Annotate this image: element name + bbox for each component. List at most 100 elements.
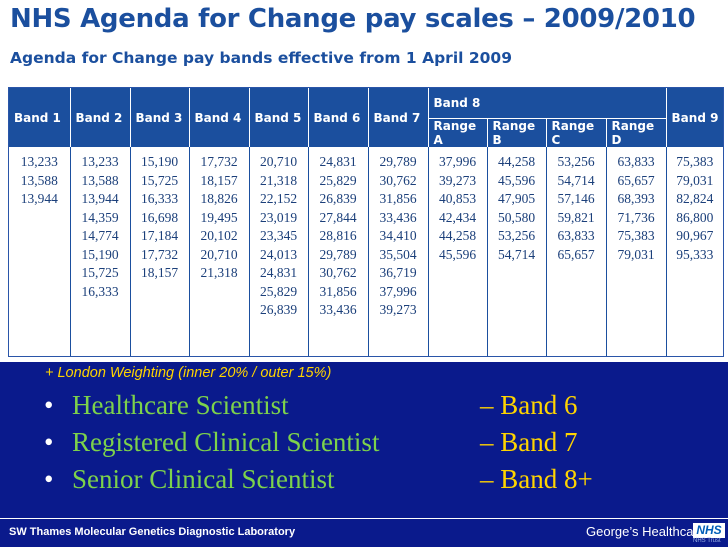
pay-value: 75,383 bbox=[676, 154, 714, 169]
nhs-trust-label: NHS Trust bbox=[693, 538, 721, 544]
pay-value: 63,833 bbox=[617, 154, 655, 169]
pay-value: 24,831 bbox=[259, 265, 298, 280]
role-title: Senior Clinical Scientist bbox=[72, 464, 335, 494]
band-header-row: Band 1 Band 2 Band 3 Band 4 Band 5 Band … bbox=[9, 88, 724, 147]
pay-value: 21,318 bbox=[200, 265, 238, 280]
pay-value: 22,152 bbox=[259, 191, 298, 206]
pay-value: 15,725 bbox=[140, 172, 179, 188]
footer-lab-name: SW Thames Molecular Genetics Diagnostic … bbox=[9, 526, 296, 538]
pay-column: 15,190 15,725 16,333 16,698 17,184 17,732 18,1… bbox=[130, 147, 190, 356]
london-weighting-note: + London Weighting (inner 20% / outer 15… bbox=[45, 365, 332, 381]
bullet-icon: • bbox=[44, 427, 54, 457]
role-band: – Band 6 bbox=[480, 390, 578, 420]
pay-value: 29,789 bbox=[379, 154, 417, 169]
pay-value: 42,434 bbox=[438, 209, 477, 225]
pay-value: 14,359 bbox=[81, 209, 119, 225]
pay-value: 20,710 bbox=[259, 154, 298, 169]
pay-value: 40,853 bbox=[438, 191, 477, 206]
band-header: Band 3 bbox=[130, 88, 190, 147]
band-header: Band 4 bbox=[189, 88, 250, 147]
band-header: Band 6 bbox=[308, 88, 369, 147]
pay-value: 39,273 bbox=[379, 302, 417, 317]
pay-value: 79,031 bbox=[676, 172, 714, 188]
band-header: Band 9 bbox=[666, 88, 724, 147]
pay-value: 36,719 bbox=[379, 265, 417, 280]
pay-value: 19,495 bbox=[200, 209, 238, 225]
pay-value: 15,725 bbox=[81, 265, 119, 280]
pay-value: 24,831 bbox=[319, 154, 357, 169]
pay-value: 53,256 bbox=[557, 154, 595, 169]
pay-value: 37,996 bbox=[379, 283, 417, 299]
pay-value: 29,789 bbox=[319, 246, 357, 262]
band-header: Band 2 bbox=[70, 88, 131, 147]
pay-value: 75,383 bbox=[617, 228, 655, 243]
pay-value: 23,345 bbox=[259, 228, 298, 243]
pay-column: 29,789 30,762 31,856 33,436 34,410 35,504 36,7… bbox=[368, 147, 429, 356]
trust-logo-text: George’s Healthcare bbox=[586, 524, 705, 539]
pay-value: 47,905 bbox=[497, 191, 536, 206]
slide-content-panel: NHS Agenda for Change pay scales – 2009/… bbox=[0, 0, 728, 362]
pay-value: 54,714 bbox=[557, 172, 595, 188]
pay-value: 44,258 bbox=[497, 154, 536, 169]
pay-value: 18,157 bbox=[200, 172, 238, 188]
pay-value: 31,856 bbox=[379, 191, 417, 206]
pay-value: 65,657 bbox=[617, 172, 655, 188]
pay-value: 33,436 bbox=[379, 209, 417, 225]
pay-column: 37,996 39,273 40,853 42,434 44,258 45,596 bbox=[428, 147, 488, 356]
pay-scale-table: Band 1 Band 2 Band 3 Band 4 Band 5 Band … bbox=[8, 87, 724, 357]
band-header: Band 8 bbox=[428, 88, 667, 119]
pay-value: 26,839 bbox=[319, 191, 357, 206]
slide-subtitle: Agenda for Change pay bands effective fr… bbox=[10, 49, 512, 67]
pay-column: 20,710 21,318 22,152 23,019 23,345 24,013 24,8… bbox=[249, 147, 309, 356]
band-header: Band 1 bbox=[9, 88, 71, 147]
pay-values-row: 13,233 13,588 13,944 13,233 13,588 13,944 14,3… bbox=[9, 147, 723, 356]
pay-value: 17,732 bbox=[200, 154, 238, 169]
pay-value: 13,944 bbox=[20, 191, 58, 206]
pay-value: 17,732 bbox=[140, 246, 179, 262]
pay-value: 71,736 bbox=[617, 209, 655, 225]
pay-value: 15,190 bbox=[140, 154, 179, 169]
pay-value: 25,829 bbox=[259, 283, 298, 299]
pay-value: 79,031 bbox=[617, 246, 655, 262]
footer-bar: SW Thames Molecular Genetics Diagnostic … bbox=[0, 518, 728, 547]
bullet-icon: • bbox=[44, 390, 54, 420]
bullet-icon: • bbox=[44, 464, 54, 494]
pay-value: 20,102 bbox=[200, 228, 238, 243]
pay-value: 28,816 bbox=[319, 228, 357, 243]
pay-value: 34,410 bbox=[379, 228, 417, 243]
range-header: Range B bbox=[487, 118, 547, 147]
pay-value: 31,856 bbox=[319, 283, 357, 299]
role-band: – Band 7 bbox=[480, 427, 578, 457]
pay-value: 44,258 bbox=[438, 228, 477, 243]
pay-value: 27,844 bbox=[319, 209, 357, 225]
role-title: Registered Clinical Scientist bbox=[72, 427, 380, 457]
pay-value: 53,256 bbox=[497, 228, 536, 243]
pay-value: 54,714 bbox=[497, 246, 536, 262]
pay-column: 13,233 13,588 13,944 14,359 14,774 15,190 15,7… bbox=[70, 147, 131, 356]
pay-value: 16,333 bbox=[140, 191, 179, 206]
role-band: – Band 8+ bbox=[480, 464, 593, 494]
slide-title: NHS Agenda for Change pay scales – 2009/… bbox=[10, 4, 696, 34]
pay-value: 86,800 bbox=[676, 209, 714, 225]
pay-column: 63,833 65,657 68,393 71,736 75,383 79,031 bbox=[606, 147, 667, 356]
pay-value: 33,436 bbox=[319, 302, 357, 317]
pay-value: 18,826 bbox=[200, 191, 238, 206]
pay-value: 24,013 bbox=[259, 246, 298, 262]
pay-value: 13,233 bbox=[20, 154, 58, 169]
pay-value: 26,839 bbox=[259, 302, 298, 317]
pay-value: 45,596 bbox=[497, 172, 536, 188]
pay-value: 13,944 bbox=[81, 191, 119, 206]
pay-value: 63,833 bbox=[557, 228, 595, 243]
pay-value: 17,184 bbox=[140, 228, 179, 243]
role-title: Healthcare Scientist bbox=[72, 390, 289, 420]
pay-value: 13,233 bbox=[81, 154, 119, 169]
band-header: Band 5 bbox=[249, 88, 309, 147]
pay-value: 25,829 bbox=[319, 172, 357, 188]
pay-value: 45,596 bbox=[438, 246, 477, 262]
pay-value: 37,996 bbox=[438, 154, 477, 169]
pay-value: 82,824 bbox=[676, 191, 714, 206]
pay-value: 21,318 bbox=[259, 172, 298, 188]
pay-value: 95,333 bbox=[676, 246, 714, 262]
pay-value: 30,762 bbox=[319, 265, 357, 280]
nhs-logo-icon: NHS bbox=[693, 523, 725, 538]
